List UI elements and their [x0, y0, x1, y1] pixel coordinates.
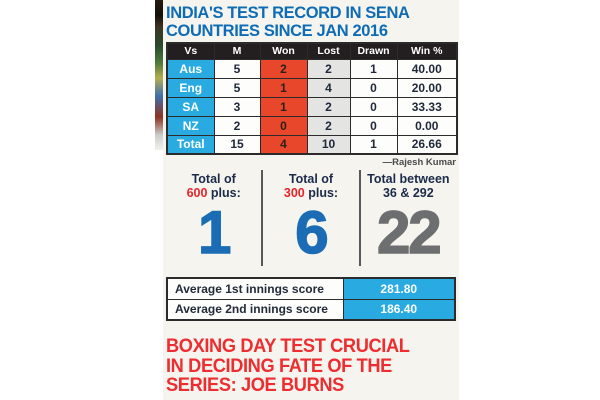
total-300-label: Total of 300 plus:: [263, 172, 358, 200]
cell-lost: 2: [306, 96, 351, 117]
photo-edge-strip-image: [155, 0, 163, 150]
total-600-plus: Total of 600 plus: 1: [166, 170, 261, 266]
total-600-value: 1: [197, 199, 232, 267]
cell-vs: NZ: [166, 115, 215, 136]
table-row-total: Total 15 4 10 1 26.66: [166, 134, 458, 155]
cell-lost: 2: [306, 58, 351, 79]
cell-drawn: 1: [349, 134, 398, 155]
cell-winpct: 26.66: [396, 134, 458, 155]
cell-won: 4: [259, 134, 308, 155]
total-between: Total between 36 & 292 22: [358, 170, 456, 267]
label-highlight: 300: [283, 186, 305, 200]
avg-value: 281.80: [342, 277, 456, 300]
innings-totals-section: Total of 600 plus: 1 Total of 300 plus: …: [166, 170, 456, 266]
cell-m: 2: [213, 115, 261, 136]
headline-line-2: IN DECIDING FATE OF THE: [166, 355, 392, 377]
cell-winpct: 40.00: [396, 58, 458, 79]
cell-vs: Total: [166, 134, 215, 155]
table-row-nz: NZ 2 0 2 0 0.00: [166, 115, 458, 136]
cell-drawn: 0: [349, 115, 398, 136]
cell-winpct: 20.00: [396, 77, 458, 98]
cell-m: 5: [213, 77, 261, 98]
cell-won: 1: [259, 77, 308, 98]
label-bottom: 600 plus:: [166, 186, 261, 200]
total-between-value: 22: [376, 199, 442, 267]
headline-line-1: BOXING DAY TEST CRUCIAL: [166, 336, 410, 357]
cell-drawn: 1: [349, 58, 398, 79]
total-600-label: Total of 600 plus:: [166, 172, 261, 200]
cell-won: 0: [259, 115, 308, 136]
cell-drawn: 0: [349, 96, 398, 117]
avg-label: Average 2nd innings score: [166, 298, 344, 321]
header-winpct: Win %: [396, 42, 458, 60]
label-bottom: 36 & 292: [361, 186, 456, 200]
infographic-title: INDIA'S TEST RECORD IN SENA COUNTRIES SI…: [166, 4, 449, 40]
avg-row-2nd-innings: Average 2nd innings score 186.40: [166, 298, 456, 321]
cell-winpct: 0.00: [396, 115, 458, 136]
cell-m: 3: [213, 96, 261, 117]
table-row-aus: Aus 5 2 2 1 40.00: [166, 58, 458, 79]
label-highlight: 600: [186, 186, 208, 200]
total-between-label: Total between 36 & 292: [361, 172, 456, 200]
avg-label: Average 1st innings score: [166, 277, 344, 300]
avg-row-1st-innings: Average 1st innings score 281.80: [166, 277, 456, 300]
total-300-plus: Total of 300 plus: 6: [261, 170, 358, 266]
avg-value: 186.40: [342, 298, 456, 321]
news-headline: BOXING DAY TEST CRUCIAL IN DECIDING FATE…: [166, 337, 454, 396]
cell-won: 1: [259, 96, 308, 117]
cell-won: 2: [259, 58, 308, 79]
cell-lost: 4: [306, 77, 351, 98]
header-drawn: Drawn: [349, 42, 398, 60]
cell-vs: Aus: [166, 58, 215, 79]
label-top: Total of: [191, 172, 236, 186]
cell-vs: Eng: [166, 77, 215, 98]
header-lost: Lost: [306, 42, 351, 60]
total-300-value: 6: [295, 199, 330, 267]
cell-m: 15: [213, 134, 261, 155]
label-rest: plus:: [304, 186, 339, 200]
table-header-row: Vs M Won Lost Drawn Win %: [166, 42, 458, 60]
credit-byline: —Rajesh Kumar: [382, 157, 456, 168]
headline-line-3: SERIES: JOE BURNS: [166, 375, 344, 396]
header-m: M: [213, 42, 261, 60]
label-rest: plus:: [207, 186, 241, 200]
title-line-2: COUNTRIES SINCE JAN 2016: [166, 21, 388, 40]
title-line-1: INDIA'S TEST RECORD IN SENA: [166, 3, 410, 22]
label-top: Total of: [288, 172, 334, 186]
label-rest: 36 & 292: [382, 186, 434, 200]
table-row-eng: Eng 5 1 4 0 20.00: [166, 77, 458, 98]
test-record-table: Vs M Won Lost Drawn Win % Aus 5 2 2 1 40…: [166, 42, 458, 155]
label-top: Total between: [367, 172, 450, 186]
table-row-sa: SA 3 1 2 0 33.33: [166, 96, 458, 117]
cell-lost: 10: [306, 134, 351, 155]
label-bottom: 300 plus:: [263, 186, 358, 200]
header-won: Won: [259, 42, 308, 60]
cell-vs: SA: [166, 96, 215, 117]
cell-lost: 2: [306, 115, 351, 136]
cell-drawn: 0: [349, 77, 398, 98]
cell-winpct: 33.33: [396, 96, 458, 117]
header-vs: Vs: [166, 42, 215, 60]
cell-m: 5: [213, 58, 261, 79]
average-scores-table: Average 1st innings score 281.80 Average…: [166, 277, 456, 321]
